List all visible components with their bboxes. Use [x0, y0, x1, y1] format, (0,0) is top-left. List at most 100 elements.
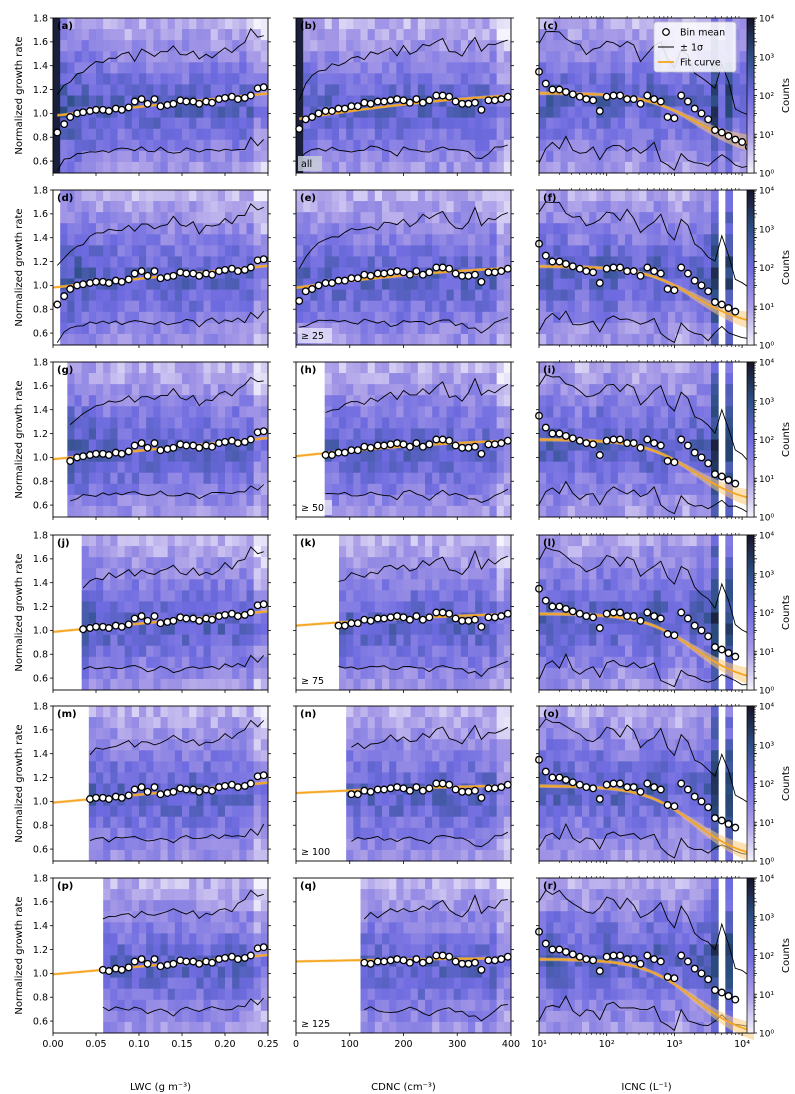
heatmap-cell [225, 601, 233, 613]
heatmap-cell [196, 656, 204, 669]
heatmap-cell [596, 139, 604, 152]
heatmap-cell [468, 535, 476, 547]
heatmap-cell [396, 40, 404, 52]
heatmap-cell [367, 51, 376, 63]
heatmap-cell [124, 395, 133, 407]
bin-mean-point [92, 277, 100, 286]
heatmap-cell [203, 406, 212, 418]
heatmap-cell [446, 190, 455, 202]
heatmap-cell [67, 201, 75, 213]
heatmap-cell [675, 505, 683, 518]
bin-mean-point [308, 113, 317, 121]
bin-mean-point [246, 263, 255, 272]
heatmap-cell [660, 256, 669, 268]
heatmap-cell [167, 634, 176, 647]
heatmap-cell [146, 483, 154, 496]
heatmap-cell [468, 579, 476, 591]
heatmap-cell [103, 557, 111, 569]
heatmap-cell [346, 62, 354, 74]
heatmap-cell [260, 333, 269, 346]
heatmap-cell [67, 150, 75, 163]
heatmap-cell [146, 579, 154, 591]
heatmap-cell [403, 51, 412, 63]
heatmap-cell [67, 62, 75, 74]
heatmap-cell [153, 373, 161, 385]
heatmap-cell [610, 84, 619, 96]
heatmap-cell [682, 289, 690, 302]
heatmap-cell [346, 612, 354, 625]
heatmap-cell [239, 278, 247, 291]
heatmap-cell [675, 256, 683, 268]
bin-mean-point [623, 267, 632, 276]
heatmap-cell [131, 150, 140, 163]
heatmap-cell [103, 579, 111, 591]
heatmap-cell [253, 406, 262, 418]
heatmap-cell [217, 117, 226, 130]
heatmap-cell [482, 472, 490, 485]
heatmap-cell [339, 494, 347, 507]
bin-mean-point [464, 443, 473, 452]
heatmap-cell [396, 212, 404, 224]
heatmap-cell [711, 190, 719, 202]
heatmap-cell [182, 568, 190, 580]
heatmap-cell [553, 150, 561, 163]
heatmap-cell [117, 667, 126, 680]
heatmap-cell [460, 117, 469, 130]
heatmap-cell [74, 417, 83, 429]
heatmap-cell [167, 623, 176, 636]
heatmap-cell [668, 461, 676, 474]
heatmap-cell [574, 161, 583, 174]
heatmap-cell [210, 384, 219, 396]
heatmap-cell [110, 579, 118, 591]
heatmap-cell [203, 362, 212, 374]
heatmap-cell [503, 73, 512, 85]
heatmap-cell [210, 212, 219, 224]
heatmap-cell [110, 245, 118, 257]
heatmap-cell [189, 568, 197, 580]
heatmap-cell [74, 245, 83, 257]
heatmap-cell [574, 406, 583, 418]
heatmap-cell [475, 95, 483, 108]
bin-mean-point [690, 104, 699, 113]
heatmap-cell [217, 483, 226, 496]
heatmap-cell [425, 535, 433, 547]
heatmap-cell [560, 278, 569, 291]
heatmap-cell [432, 601, 440, 613]
heatmap-cell [475, 546, 483, 558]
heatmap-cell [403, 373, 412, 385]
heatmap-cell [153, 535, 161, 547]
heatmap-cell [210, 139, 219, 152]
heatmap-cell [153, 568, 161, 580]
heatmap-cell [317, 51, 326, 63]
heatmap-cell [146, 289, 154, 302]
heatmap-cell [67, 362, 75, 374]
heatmap-cell [617, 29, 626, 41]
bin-mean-point [731, 479, 740, 488]
heatmap-cell [567, 395, 576, 407]
heatmap-cell [689, 322, 698, 335]
heatmap-cell [88, 461, 97, 474]
heatmap-cell [367, 535, 376, 547]
heatmap-cell [110, 256, 118, 268]
heatmap-cell [482, 51, 490, 63]
heatmap-cell [610, 483, 619, 496]
heatmap-cell [396, 667, 404, 680]
heatmap-cell [174, 494, 183, 507]
heatmap-cell [139, 656, 147, 669]
bin-mean-point [683, 97, 692, 106]
heatmap-cell [639, 256, 647, 268]
heatmap-cell [253, 557, 262, 569]
heatmap-cell [446, 612, 455, 625]
heatmap-cell [331, 40, 340, 52]
heatmap-cell [182, 289, 190, 302]
heatmap-cell [153, 623, 161, 636]
heatmap-cell [232, 472, 240, 485]
heatmap-cell [603, 190, 612, 202]
heatmap-cell [403, 190, 412, 202]
heatmap-cell [117, 128, 126, 141]
heatmap-cell [546, 450, 554, 463]
heatmap-cell [139, 201, 147, 213]
heatmap-cell [460, 494, 469, 507]
heatmap-cell [81, 667, 90, 680]
heatmap-cell [339, 450, 347, 463]
